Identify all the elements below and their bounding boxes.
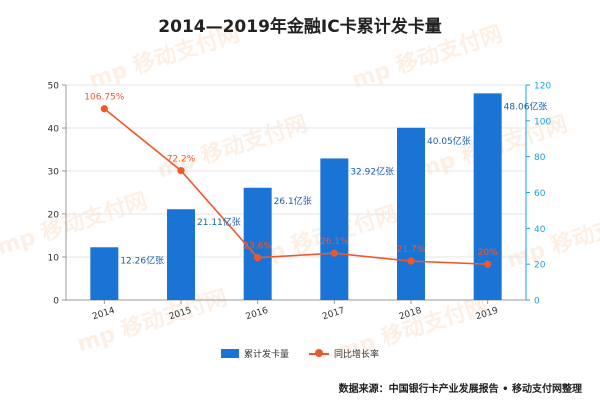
- bar-value-label: 40.05亿张: [427, 135, 471, 147]
- y-right-tick-label: 80: [534, 153, 546, 163]
- growth-point: [254, 254, 262, 262]
- y-left-tick-label: 20: [48, 211, 60, 221]
- growth-value-label: 23.6%: [243, 242, 272, 252]
- bar: [90, 247, 119, 300]
- y-right-tick-label: 20: [534, 261, 546, 271]
- x-tick-label: 2017: [321, 306, 346, 323]
- watermark-text: mp 移动支付网: [154, 111, 311, 184]
- bar-series: [90, 93, 502, 300]
- bar-value-label: 48.06亿张: [504, 100, 548, 112]
- growth-value-label: 20%: [478, 248, 498, 258]
- y-right-tick-label: 120: [534, 82, 551, 92]
- y-left-tick-label: 40: [48, 125, 60, 135]
- growth-value-label: 72.2%: [167, 155, 196, 165]
- source-note: 数据来源：中国银行卡产业发展报告 • 移动支付网整理: [338, 384, 582, 395]
- legend-bar-swatch: [220, 349, 239, 358]
- legend-line-swatch: [309, 349, 329, 358]
- y-right-tick-label: 60: [534, 189, 546, 199]
- bar-value-label: 26.1亿张: [274, 195, 312, 207]
- y-left-tick-label: 50: [48, 82, 60, 92]
- line-series: [100, 105, 492, 268]
- bar-value-label: 12.26亿张: [120, 254, 164, 266]
- y-left-tick-label: 30: [48, 168, 60, 178]
- growth-point: [407, 257, 415, 265]
- growth-value-label: 106.75%: [84, 93, 124, 103]
- data-labels: 12.26亿张 21.11亿张 26.1亿张 32.92亿张 40.05亿张 48.06亿…: [84, 93, 547, 267]
- watermark-text: mp 移动支付网: [0, 188, 151, 261]
- y-right-tick-label: 0: [534, 297, 540, 307]
- legend-item-line[interactable]: 同比增长率: [309, 347, 379, 360]
- x-tick-label: 2014: [91, 306, 116, 323]
- legend-item-bar[interactable]: 累计发卡量: [220, 347, 289, 360]
- chart-title: 2014—2019年金融IC卡累计发卡量: [158, 17, 442, 37]
- bar: [473, 93, 502, 300]
- growth-point: [177, 167, 185, 175]
- y-right-tick-label: 40: [534, 225, 546, 235]
- bar-value-label: 21.11亿张: [197, 216, 241, 228]
- gridlines: [66, 84, 526, 301]
- growth-line: [103, 108, 488, 265]
- legend-line-label: 同比增长率: [334, 350, 380, 360]
- growth-value-label: 21.7%: [397, 245, 426, 255]
- legend-bar-label: 累计发卡量: [243, 350, 289, 360]
- y-left-tick-label: 0: [53, 297, 59, 307]
- growth-point: [330, 249, 338, 257]
- bar-value-label: 32.92亿张: [350, 165, 394, 177]
- bar: [243, 187, 272, 300]
- y-left-tick-label: 10: [48, 254, 60, 264]
- growth-point: [484, 260, 492, 268]
- legend: 累计发卡量 同比增长率: [0, 347, 600, 360]
- bar: [320, 158, 349, 300]
- watermark-text: mp 移动支付网: [504, 201, 600, 274]
- x-tick-label: 2016: [245, 306, 270, 323]
- y-right-tick-label: 100: [534, 117, 551, 127]
- bar: [397, 127, 425, 300]
- bar: [167, 209, 195, 300]
- growth-point: [100, 105, 108, 113]
- growth-value-label: 26.1%: [320, 237, 349, 247]
